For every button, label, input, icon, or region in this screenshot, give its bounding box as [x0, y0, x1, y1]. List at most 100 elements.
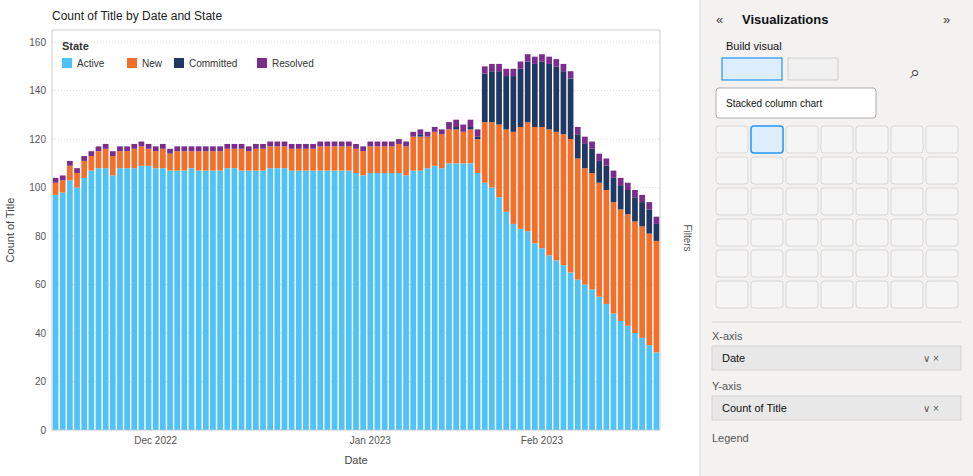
bar-segment	[511, 132, 517, 224]
visual-icon	[891, 157, 923, 184]
bar-segment	[67, 161, 73, 166]
bar-segment	[103, 168, 109, 430]
visual-icon	[926, 188, 958, 215]
bar-segment	[367, 146, 373, 173]
x-tick-label: Dec 2022	[134, 435, 177, 446]
bar-segment	[210, 171, 216, 430]
bar-segment	[217, 171, 223, 430]
bar-segment	[439, 134, 445, 168]
y-grid	[52, 42, 660, 430]
bar-segment	[124, 146, 130, 151]
bar-segment	[425, 168, 431, 430]
legend-swatch	[174, 58, 184, 68]
bar-segment	[189, 168, 195, 430]
bar-segment	[131, 144, 137, 149]
bar-segment	[189, 151, 195, 168]
bar-segment	[353, 144, 359, 149]
bar-segment	[239, 144, 245, 149]
bar-segment	[203, 151, 209, 170]
bar-segment	[511, 224, 517, 430]
bar-segment	[160, 168, 166, 430]
x-tick-label: Feb 2023	[521, 435, 564, 446]
bar-segment	[611, 314, 617, 430]
field-value: Date	[722, 352, 745, 364]
bar-segment	[618, 178, 624, 185]
visual-icon	[786, 157, 818, 184]
bar-segment	[110, 151, 116, 156]
bar-segment	[518, 69, 524, 127]
visual-icon	[751, 281, 783, 308]
bar-segment	[568, 71, 574, 78]
bar-segment	[289, 171, 295, 430]
bar-segment	[525, 122, 531, 231]
bar-segment	[646, 202, 652, 209]
bar-segment	[367, 142, 373, 147]
bar-segment	[325, 146, 331, 170]
bar-segment	[589, 173, 595, 289]
bar-segment	[432, 127, 438, 132]
visual-icon	[856, 219, 888, 246]
bar-segment	[439, 129, 445, 134]
bar-segment	[239, 171, 245, 430]
visual-icon	[751, 188, 783, 215]
bar-segment	[418, 129, 424, 134]
visual-icon	[821, 126, 853, 153]
figure: Count of Title by Date and State02040608…	[0, 0, 973, 476]
bar-segment	[654, 217, 660, 224]
bar-segment	[453, 129, 459, 163]
bar-segment	[317, 171, 323, 430]
bar-segment	[239, 149, 245, 171]
bar-segment	[568, 272, 574, 430]
bar-segment	[375, 146, 381, 173]
bar-segment	[53, 178, 59, 183]
visual-icon	[821, 157, 853, 184]
bar-segment	[317, 142, 323, 147]
bar-segment	[489, 122, 495, 187]
visual-icon	[926, 126, 958, 153]
visual-icon	[856, 281, 888, 308]
bar-segment	[181, 171, 187, 430]
bar-segment	[482, 66, 488, 73]
bar-segment	[260, 149, 266, 171]
bar-segment	[410, 137, 416, 171]
bar-segment	[410, 171, 416, 430]
bar-segment	[596, 161, 602, 183]
field-heading: X-axis	[712, 330, 743, 342]
bar-segment	[210, 151, 216, 170]
bar-segment	[124, 168, 130, 430]
bar-segment	[53, 183, 59, 195]
bar-segment	[625, 214, 631, 326]
bar-segment	[525, 54, 531, 61]
field-box	[712, 346, 961, 370]
bar-segment	[596, 183, 602, 297]
tooltip-text: Stacked column chart	[726, 98, 822, 109]
bar-segment	[611, 171, 617, 178]
visual-icon	[751, 126, 783, 153]
bar-segment	[589, 149, 595, 173]
legend-swatch	[257, 58, 267, 68]
visual-icon	[821, 188, 853, 215]
bar-segment	[310, 171, 316, 430]
bar-segment	[403, 142, 409, 147]
bar-segment	[253, 149, 259, 171]
bar-segment	[189, 146, 195, 151]
bar-segment	[589, 289, 595, 430]
chart-background	[0, 0, 700, 476]
visual-icon	[926, 157, 958, 184]
bar-segment	[553, 132, 559, 260]
bar-segment	[60, 192, 66, 430]
bar-segment	[310, 149, 316, 171]
bar-segment	[582, 144, 588, 168]
field-heading: Legend	[712, 432, 749, 444]
bar-segment	[332, 171, 338, 430]
bar-segment	[360, 175, 366, 430]
panel-background	[700, 0, 973, 476]
legend-label: Active	[77, 58, 105, 69]
bar-segment	[346, 146, 352, 170]
tab-selected	[722, 58, 782, 80]
bar-segment	[131, 149, 137, 168]
visual-icon	[891, 250, 923, 277]
bar-segment	[232, 149, 238, 168]
bar-segment	[303, 149, 309, 171]
bar-segment	[575, 280, 581, 430]
